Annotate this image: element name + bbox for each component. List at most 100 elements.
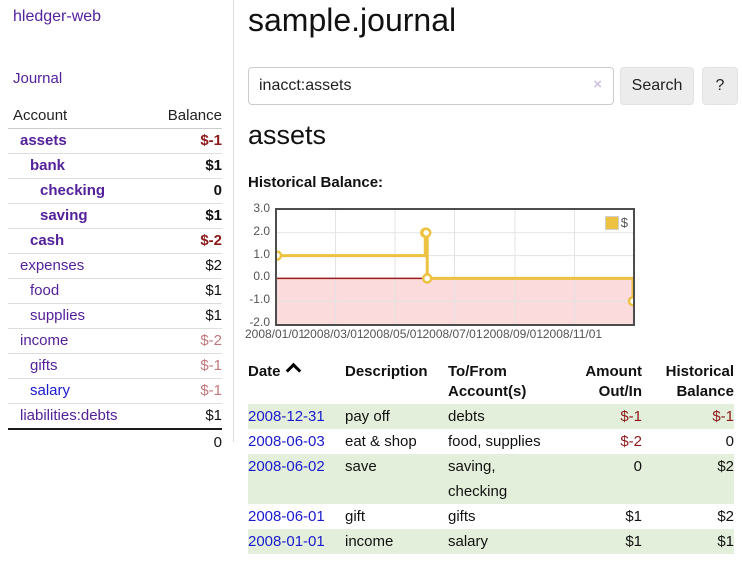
sidebar-account-link-bank[interactable]: bank xyxy=(30,157,66,174)
register-date-cell: 2008-01-01 xyxy=(248,529,345,554)
sidebar-account-link-supplies[interactable]: supplies xyxy=(30,307,86,324)
sidebar-account-row: assets $-1 xyxy=(8,129,222,154)
sidebar-account-link-salary[interactable]: salary xyxy=(30,382,71,399)
y-tick-label: 3.0 xyxy=(253,201,270,215)
y-tick-label: -1.0 xyxy=(249,292,270,307)
sidebar-account-row: cash $-2 xyxy=(8,229,222,254)
search-input[interactable] xyxy=(248,67,614,105)
x-tick-label: 2008/11/01 xyxy=(542,327,603,341)
transaction-date-link[interactable]: 2008-01-01 xyxy=(248,533,325,550)
table-row: 2008-06-02 save saving, checking 0 $2 xyxy=(248,454,734,504)
chart-plot-area[interactable]: $ xyxy=(275,208,635,326)
sidebar-account-row: income $-2 xyxy=(8,329,222,354)
sidebar-account-balance: $-1 xyxy=(200,382,222,399)
register-accounts-cell: saving, checking xyxy=(448,458,508,500)
table-row: 2008-06-03 eat & shop food, supplies $-2 0 xyxy=(248,429,734,454)
transaction-date-link[interactable]: 2008-06-01 xyxy=(248,508,325,525)
register-description-cell: gift xyxy=(345,508,366,525)
sidebar-account-balance: $-1 xyxy=(200,132,222,149)
register-amount-cell: $1 xyxy=(625,508,642,525)
register-date-cell: 2008-12-31 xyxy=(248,404,345,429)
register-description-cell: pay off xyxy=(345,408,390,425)
search-button[interactable]: Search xyxy=(620,67,694,105)
account-heading: assets xyxy=(248,120,327,150)
sidebar-account-row: salary $-1 xyxy=(8,379,222,404)
main-content: sample.journal × Search ? assets Histori… xyxy=(245,0,742,582)
register-accounts-cell: salary xyxy=(448,533,489,550)
transaction-date-link[interactable]: 2008-12-31 xyxy=(248,408,325,425)
x-tick-label: 2008/09/01 xyxy=(482,327,543,341)
balance-column-header: Balance xyxy=(167,107,222,124)
sidebar-account-link-liabilities-debts[interactable]: liabilities:debts xyxy=(20,407,118,424)
page-title: sample.journal xyxy=(248,2,457,38)
register-balance-cell: $2 xyxy=(717,508,734,525)
sidebar-account-link-expenses[interactable]: expenses xyxy=(20,257,85,274)
transaction-date-link[interactable]: 2008-06-03 xyxy=(248,433,325,450)
sidebar-account-row: supplies $1 xyxy=(8,304,222,329)
date-column-header[interactable]: Date xyxy=(248,362,345,402)
sidebar-account-balance: $-2 xyxy=(200,232,222,249)
legend-label: $ xyxy=(620,215,628,230)
sidebar-account-balance: $1 xyxy=(205,307,222,324)
register-balance-cell: $1 xyxy=(717,533,734,550)
legend-swatch-icon xyxy=(604,215,619,230)
sidebar-account-link-saving[interactable]: saving xyxy=(40,207,88,224)
chart-legend: $ xyxy=(602,214,630,231)
register-amount-cell: $-2 xyxy=(620,433,642,450)
sidebar-account-row: checking 0 xyxy=(8,179,222,204)
sidebar-account-balance: $2 xyxy=(205,257,222,274)
description-column-header: Description xyxy=(345,363,428,380)
sidebar-account-balance: $1 xyxy=(205,407,222,424)
table-row: 2008-01-01 income salary $1 $1 xyxy=(248,529,734,554)
sidebar-account-link-assets[interactable]: assets xyxy=(20,132,67,149)
register-date-cell: 2008-06-02 xyxy=(248,454,345,504)
register-body: 2008-12-31 pay off debts $-1 $-1 2008-06-03 ea… xyxy=(248,404,734,554)
sidebar-account-balance: $-2 xyxy=(200,332,222,349)
transaction-date-link[interactable]: 2008-06-02 xyxy=(248,458,325,475)
sidebar-total-value: 0 xyxy=(213,434,222,451)
sidebar-account-balance: $1 xyxy=(205,207,222,224)
sidebar-item-journal[interactable]: Journal xyxy=(13,70,63,87)
sidebar-account-row: liabilities:debts $1 xyxy=(8,404,222,428)
y-tick-label: 1.0 xyxy=(253,246,270,261)
register-date-cell: 2008-06-01 xyxy=(248,504,345,529)
sidebar-account-row: expenses $2 xyxy=(8,254,222,279)
y-tick-label: 2.0 xyxy=(253,223,270,238)
chart-title: Historical Balance: xyxy=(248,174,384,191)
sidebar-account-link-income[interactable]: income xyxy=(20,332,69,349)
clear-search-icon[interactable]: × xyxy=(593,76,602,93)
register-accounts-cell: gifts xyxy=(448,508,476,525)
sidebar-account-link-cash[interactable]: cash xyxy=(30,232,65,249)
search-help-button[interactable]: ? xyxy=(702,67,738,105)
sidebar-account-row: gifts $-1 xyxy=(8,354,222,379)
register-amount-cell: 0 xyxy=(633,458,642,475)
sidebar-accounts-table: Account Balance assets $-1 bank $1 checking 0… xyxy=(8,104,222,456)
sidebar-divider xyxy=(233,0,234,442)
sidebar-account-row: saving $1 xyxy=(8,204,222,229)
sidebar-account-balance: 0 xyxy=(213,182,222,199)
register-accounts-cell: debts xyxy=(448,408,485,425)
sidebar-account-balance: $1 xyxy=(205,157,222,174)
app-title-link[interactable]: hledger-web xyxy=(13,8,102,25)
y-tick-label: -2.0 xyxy=(249,315,270,329)
amount-column-header: Amount Out/In xyxy=(585,363,642,400)
sidebar-account-link-food[interactable]: food xyxy=(30,282,60,299)
x-tick-label: 2008/03/01 xyxy=(303,327,364,341)
register-table: Date Description To/From Account(s) Amou… xyxy=(248,362,734,554)
sidebar-account-row: food $1 xyxy=(8,279,222,304)
sidebar-accounts-header: Account Balance xyxy=(8,104,222,129)
sidebar-account-link-gifts[interactable]: gifts xyxy=(30,357,58,374)
y-tick-label: 0.0 xyxy=(253,269,270,284)
x-tick-label: 2008/07/01 xyxy=(422,327,483,341)
register-balance-cell: 0 xyxy=(725,433,734,450)
sidebar-account-link-checking[interactable]: checking xyxy=(40,182,106,199)
sidebar-account-row: bank $1 xyxy=(8,154,222,179)
register-balance-cell: $2 xyxy=(717,458,734,475)
register-header-row: Date Description To/From Account(s) Amou… xyxy=(248,362,734,402)
register-description-cell: eat & shop xyxy=(345,433,417,450)
table-row: 2008-12-31 pay off debts $-1 $-1 xyxy=(248,404,734,429)
sidebar-account-balance: $-1 xyxy=(200,357,222,374)
register-amount-cell: $-1 xyxy=(620,408,642,425)
search-box: × xyxy=(248,67,614,105)
